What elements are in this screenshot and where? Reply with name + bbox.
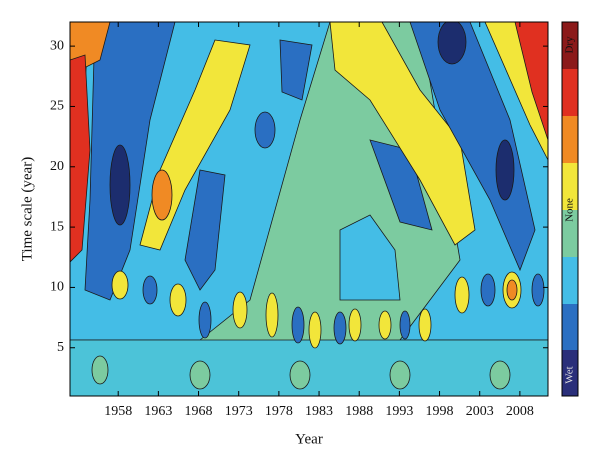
colorbar-segment xyxy=(562,304,578,350)
contour-region xyxy=(418,308,432,342)
x-tick-label: 1988 xyxy=(345,404,373,419)
colorbar-segment xyxy=(562,69,578,116)
contour-region xyxy=(514,22,548,141)
y-axis-label: Time scale (year) xyxy=(19,157,35,261)
contour-region xyxy=(308,311,322,349)
y-tick-label: 20 xyxy=(50,159,64,174)
contour-region xyxy=(369,139,433,231)
colorbar-segment xyxy=(562,257,578,304)
x-tick-label: 1978 xyxy=(265,404,293,419)
x-axis-label: Year xyxy=(295,431,323,447)
contour-region xyxy=(495,139,515,201)
contour-region xyxy=(151,169,173,221)
contour-region xyxy=(437,22,467,65)
colorbar-label: Wet xyxy=(564,366,576,383)
y-tick-label: 25 xyxy=(50,99,64,114)
contour-region xyxy=(289,360,311,390)
y-tick-label: 5 xyxy=(57,340,64,355)
contour-region xyxy=(254,111,276,149)
colorbar-segment xyxy=(562,22,578,69)
contour-region xyxy=(531,273,545,307)
y-tick-label: 10 xyxy=(50,280,64,295)
colorbar-segment xyxy=(562,163,578,210)
colorbar-segment xyxy=(562,210,578,257)
colorbar-label: Dry xyxy=(564,36,576,54)
contour-field xyxy=(70,22,548,396)
contour-region xyxy=(480,273,496,307)
plot-frame xyxy=(69,21,549,397)
contour-region xyxy=(184,169,226,291)
contour-region xyxy=(142,275,158,305)
contour-region xyxy=(484,22,548,161)
colorbar: Dry None Wet xyxy=(561,21,579,397)
x-tick-label: 1968 xyxy=(185,404,213,419)
colorbar-segment xyxy=(562,116,578,163)
colorbar-segment xyxy=(562,350,578,396)
contour-region xyxy=(378,310,392,340)
y-tick-label: 15 xyxy=(50,219,64,234)
x-tick-label: 1993 xyxy=(385,404,413,419)
x-tick-label: 1958 xyxy=(104,404,132,419)
x-tick-label: 1983 xyxy=(305,404,333,419)
contour-region xyxy=(389,360,411,390)
x-tick-label: 2008 xyxy=(506,404,534,419)
x-tick-label: 2003 xyxy=(466,404,494,419)
contour-region xyxy=(348,308,362,342)
contour-region xyxy=(339,214,401,301)
x-tick-label: 1963 xyxy=(144,404,172,419)
colorbar-label: None xyxy=(564,198,576,222)
x-tick-label: 1998 xyxy=(426,404,454,419)
y-tick-label: 30 xyxy=(50,38,64,53)
contour-region xyxy=(333,311,347,345)
contour-region xyxy=(169,283,187,317)
contour-region xyxy=(291,306,305,344)
contour-region xyxy=(279,39,313,101)
contour-region xyxy=(265,292,279,338)
contour-region xyxy=(409,22,536,272)
contour-region xyxy=(111,270,129,300)
contour-region xyxy=(232,291,248,329)
colorbar-frame xyxy=(561,21,579,397)
x-tick-label: 1973 xyxy=(225,404,253,419)
contour-region xyxy=(189,360,211,390)
contour-region xyxy=(329,22,476,246)
contour-region xyxy=(506,279,518,301)
contour-region xyxy=(489,360,511,390)
contour-region xyxy=(454,276,470,314)
contour-region xyxy=(399,310,411,340)
contour-region xyxy=(198,301,212,339)
contour-region xyxy=(91,355,109,385)
contour-region xyxy=(109,144,131,226)
